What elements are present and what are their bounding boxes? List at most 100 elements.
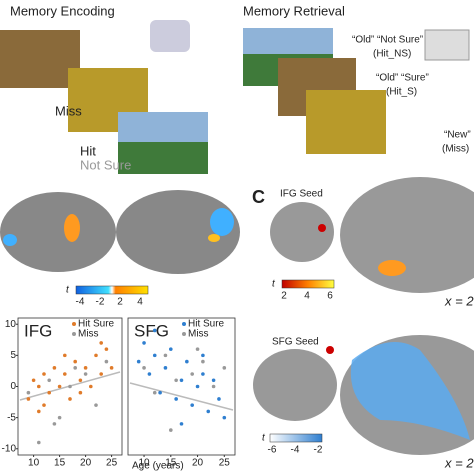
point bbox=[147, 372, 152, 376]
brain bbox=[0, 192, 116, 272]
point bbox=[52, 366, 57, 370]
point bbox=[26, 390, 31, 395]
point bbox=[89, 384, 93, 389]
point bbox=[142, 366, 146, 370]
photo-sky bbox=[243, 28, 333, 54]
point bbox=[68, 397, 72, 401]
x-tick-label: 25 bbox=[106, 458, 118, 469]
legend-label: Hit Sure bbox=[78, 319, 115, 330]
point bbox=[185, 359, 189, 364]
colorbar bbox=[269, 433, 323, 443]
activation bbox=[350, 342, 470, 440]
point bbox=[211, 384, 216, 389]
colorbar bbox=[281, 279, 335, 289]
slice-label: x = 2 bbox=[444, 293, 474, 308]
chart-title: SFG bbox=[134, 321, 169, 340]
point bbox=[73, 359, 77, 364]
point bbox=[190, 372, 194, 376]
panel-c: C IFG Seed t x = 2 SFG Seed t x = 2 bbox=[252, 177, 474, 470]
x-tick-label: 20 bbox=[80, 458, 92, 469]
point bbox=[136, 359, 141, 364]
scanner-icon bbox=[150, 20, 190, 52]
x-tick-label: 10 bbox=[138, 458, 150, 469]
point bbox=[169, 428, 173, 432]
colorbar-tick-label: -6 bbox=[268, 445, 277, 456]
label: “New” bbox=[444, 130, 471, 141]
brain-slice bbox=[270, 202, 334, 262]
point bbox=[99, 372, 103, 376]
activation bbox=[378, 260, 406, 276]
point bbox=[211, 378, 216, 383]
chart-title: IFG bbox=[24, 321, 52, 340]
point bbox=[206, 409, 211, 414]
slice-label: x = 2 bbox=[444, 455, 474, 470]
colorbar-tick-label: 6 bbox=[327, 291, 333, 302]
point bbox=[195, 384, 200, 389]
colorbar-tick-label: -2 bbox=[96, 297, 105, 308]
point bbox=[57, 384, 62, 389]
legend-marker bbox=[72, 332, 76, 336]
x-tick-label: 20 bbox=[192, 458, 204, 469]
x-axis-label: Age (years) bbox=[132, 461, 184, 472]
point bbox=[31, 378, 36, 383]
laptop-icon bbox=[424, 29, 470, 61]
colorbar-tick-label: 4 bbox=[304, 291, 310, 302]
activation bbox=[64, 214, 80, 242]
point bbox=[78, 378, 83, 383]
colorbar-tick-label: -4 bbox=[76, 297, 85, 308]
point bbox=[179, 378, 184, 383]
point bbox=[222, 415, 227, 420]
brain bbox=[116, 190, 240, 274]
point bbox=[190, 403, 194, 407]
point bbox=[47, 378, 51, 383]
label: “Old” “Sure” bbox=[376, 73, 429, 84]
point bbox=[163, 353, 168, 358]
brain-slice bbox=[340, 177, 474, 293]
plot-frame bbox=[127, 317, 236, 456]
title: Memory Retrieval bbox=[243, 3, 345, 18]
point bbox=[174, 378, 178, 383]
colorbar-tick-label: 4 bbox=[137, 297, 143, 308]
y-tick-label: 5 bbox=[10, 350, 16, 361]
point bbox=[57, 415, 62, 420]
point bbox=[195, 347, 200, 351]
label: (Miss) bbox=[442, 144, 469, 155]
activation bbox=[3, 234, 17, 246]
label: Not Sure bbox=[80, 157, 131, 172]
legend-label: Miss bbox=[78, 329, 99, 340]
label: (Hit_S) bbox=[386, 87, 417, 98]
point bbox=[104, 359, 109, 364]
point bbox=[83, 366, 88, 370]
point bbox=[73, 366, 77, 370]
point bbox=[42, 372, 46, 376]
label: (Hit_NS) bbox=[373, 49, 411, 60]
point bbox=[94, 403, 98, 407]
point bbox=[152, 328, 157, 333]
photo bbox=[0, 30, 80, 88]
brain-slice bbox=[253, 349, 337, 421]
encoding-panel: Memory Encoding Miss Hit Not Sure bbox=[0, 3, 208, 174]
label: Hit bbox=[80, 143, 96, 158]
colorbar-label: t bbox=[262, 433, 266, 444]
legend-marker bbox=[182, 332, 186, 336]
label: Miss bbox=[55, 103, 82, 118]
point bbox=[94, 353, 98, 358]
x-tick-label: 10 bbox=[28, 458, 40, 469]
trend-line bbox=[129, 382, 234, 411]
colorbar-tick-label: 2 bbox=[117, 297, 123, 308]
y-tick-label: -10 bbox=[2, 443, 17, 454]
point bbox=[37, 440, 41, 445]
point bbox=[37, 409, 41, 414]
point bbox=[152, 390, 157, 395]
point bbox=[26, 397, 31, 401]
point bbox=[174, 397, 178, 401]
point bbox=[179, 422, 184, 426]
point bbox=[83, 372, 88, 376]
legend-marker bbox=[182, 322, 186, 326]
activation bbox=[208, 234, 220, 242]
y-tick-label: 10 bbox=[5, 319, 17, 330]
x-tick-label: 15 bbox=[54, 458, 66, 469]
point bbox=[78, 390, 83, 395]
y-tick-label: -5 bbox=[7, 412, 16, 423]
colorbar bbox=[75, 285, 149, 295]
